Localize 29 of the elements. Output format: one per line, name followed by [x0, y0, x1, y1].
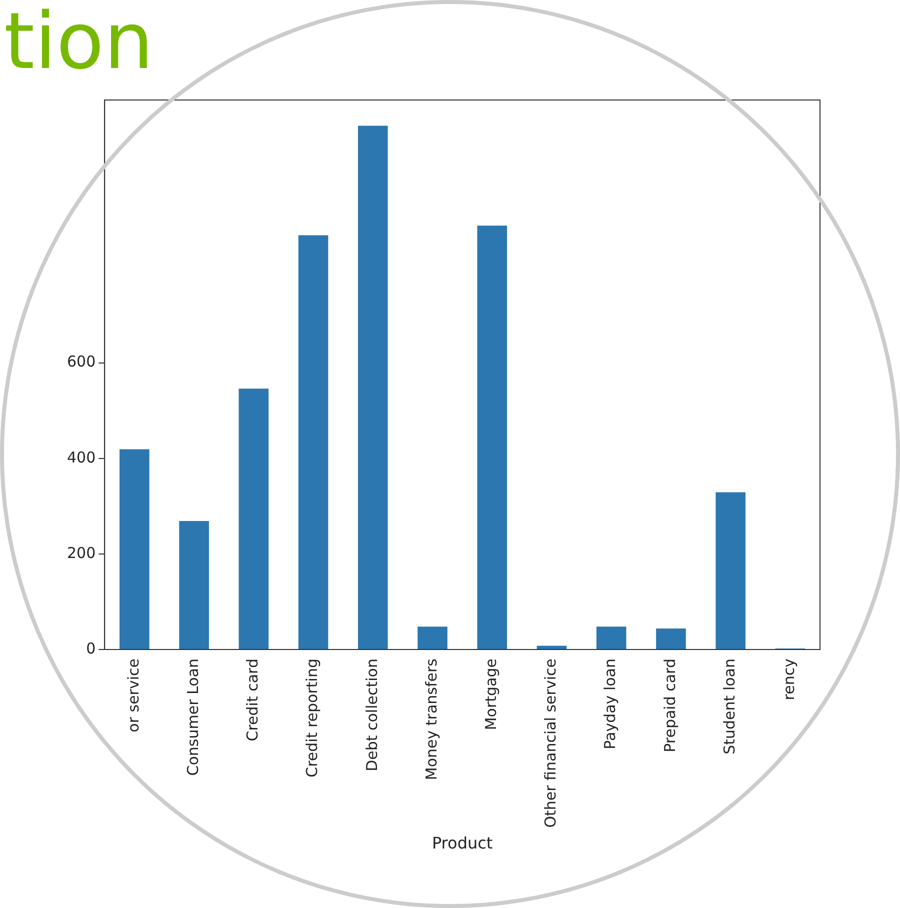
- x-tick-label: Student loan: [720, 658, 738, 754]
- bar: [656, 628, 686, 650]
- x-tick-label: Other financial service: [542, 658, 560, 828]
- x-tick-label: Debt collection: [362, 658, 381, 772]
- x-tick-label: Consumer Loan: [184, 658, 202, 776]
- x-tick-label: Credit reporting: [303, 658, 322, 778]
- y-tick-label: 400: [66, 448, 96, 466]
- y-tick-label: 600: [66, 352, 96, 371]
- x-tick-label: Credit card: [244, 658, 262, 742]
- x-tick-label: Mortgage: [482, 658, 500, 730]
- bar: [298, 235, 328, 650]
- x-tick-label: Payday loan: [601, 658, 620, 750]
- bar: [418, 626, 448, 650]
- bar: [238, 388, 269, 650]
- bar: [596, 626, 626, 650]
- y-tick-label: 0: [86, 639, 96, 658]
- x-tick-label: rency: [780, 658, 798, 700]
- x-axis-title: Product: [432, 834, 493, 853]
- bar: [120, 449, 150, 650]
- bar: [179, 520, 209, 650]
- x-tick-label: or service: [124, 658, 142, 732]
- bar: [716, 492, 746, 650]
- bar: [477, 226, 508, 650]
- y-tick-label: 200: [66, 544, 96, 562]
- x-tick-label: Prepaid card: [660, 658, 679, 752]
- bar: [358, 126, 388, 650]
- x-tick-label: Money transfers: [422, 658, 440, 780]
- bar: [536, 646, 567, 650]
- chart-title: tion: [4, 0, 154, 87]
